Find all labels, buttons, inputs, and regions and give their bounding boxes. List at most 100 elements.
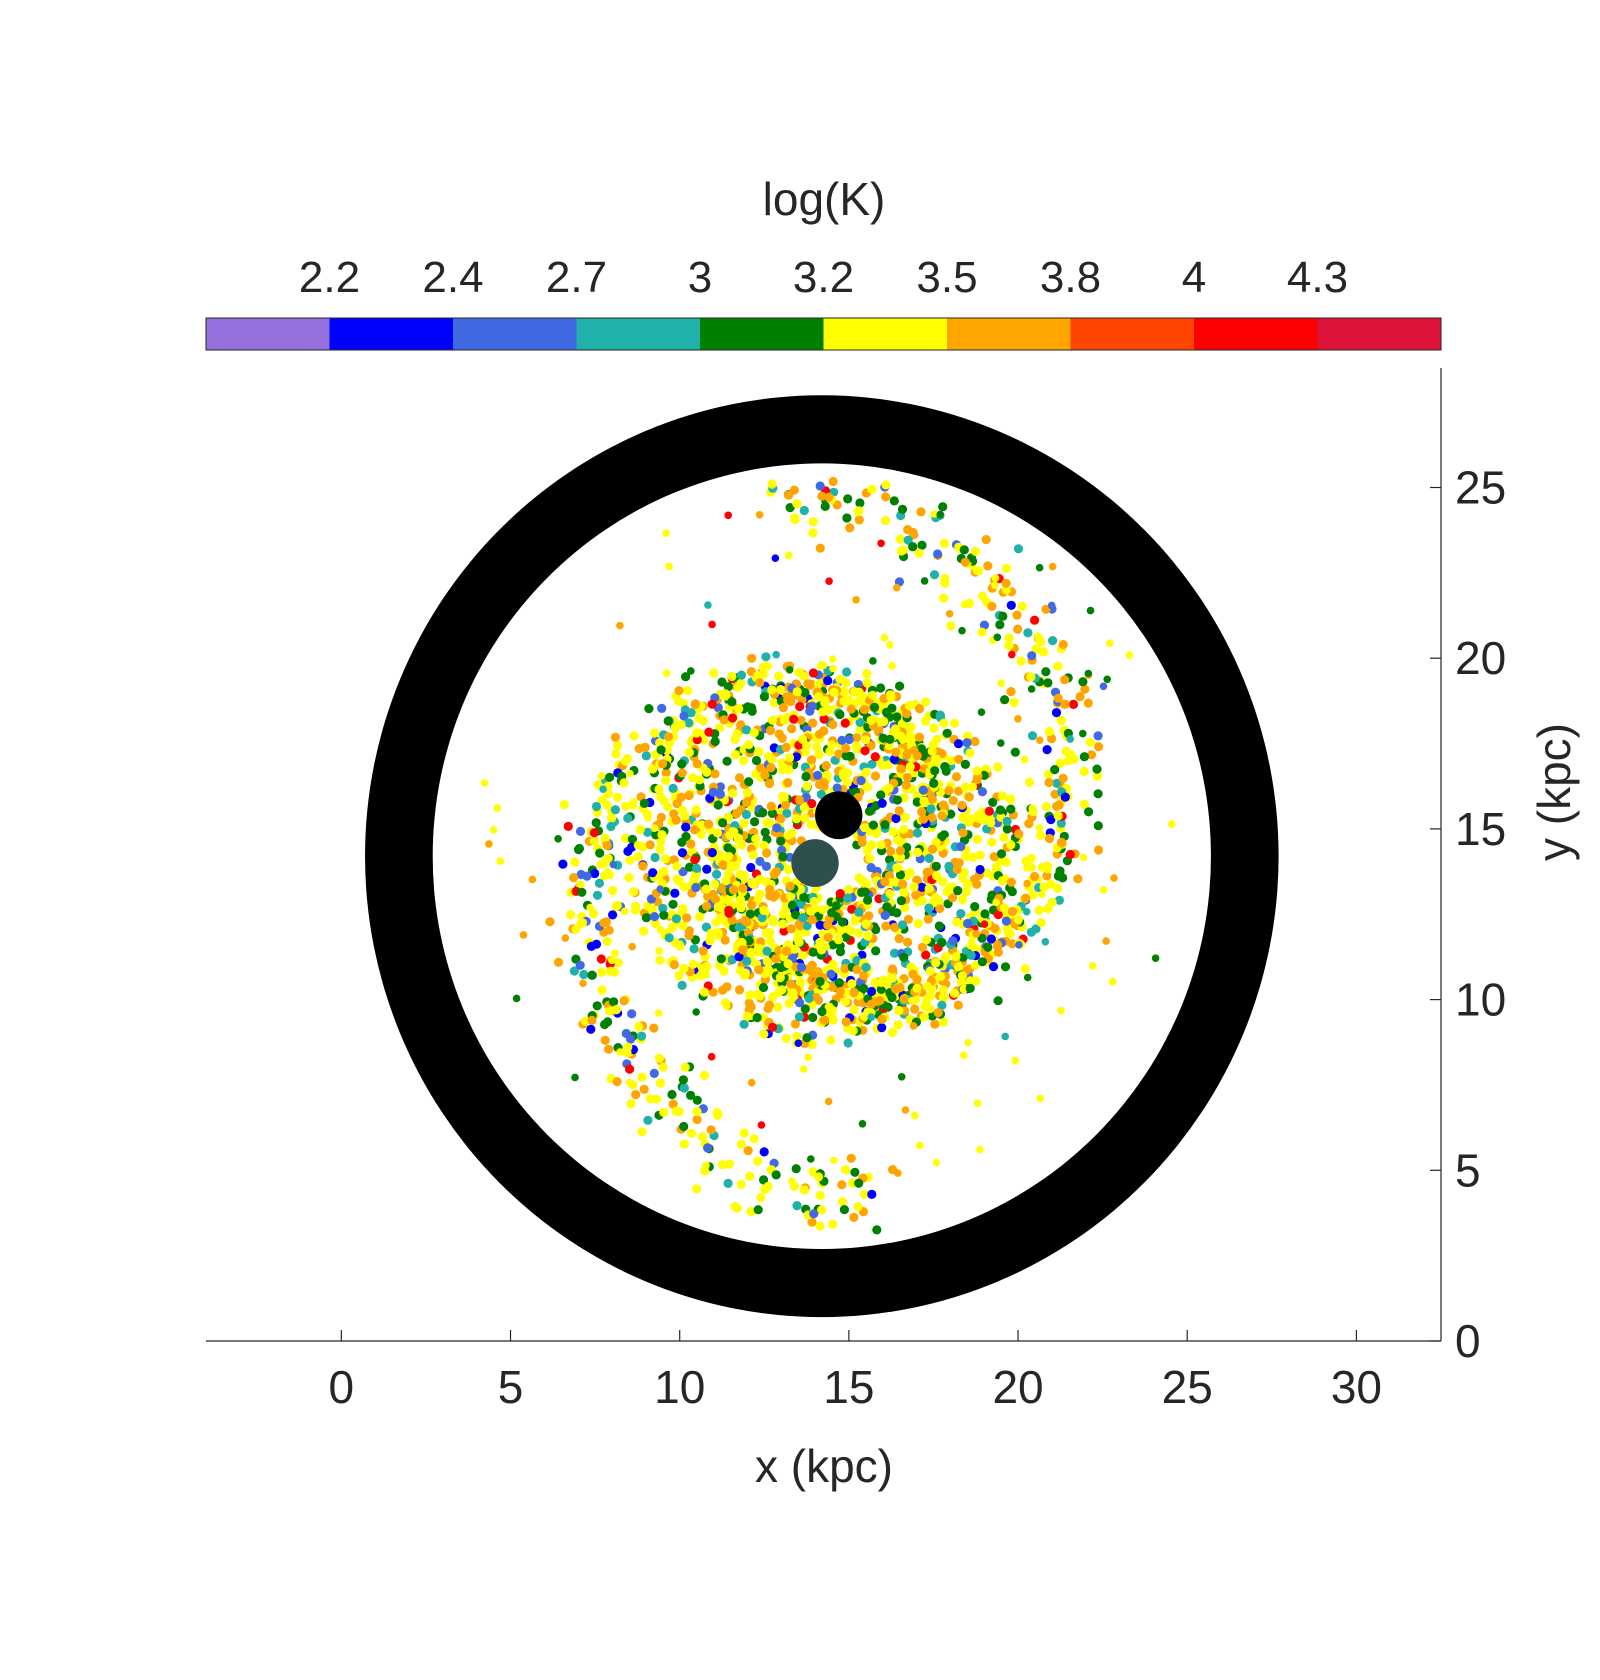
scatter-point: [611, 749, 621, 759]
scatter-point: [609, 860, 618, 869]
scatter-point: [757, 913, 767, 923]
scatter-point: [903, 525, 913, 535]
scatter-point: [595, 848, 605, 858]
scatter-point: [1084, 669, 1093, 678]
scatter-point: [619, 996, 629, 1006]
scatter-point: [625, 855, 635, 865]
scatter-point: [922, 1002, 932, 1012]
scatter-point: [854, 928, 864, 938]
scatter-point: [1017, 601, 1027, 612]
scatter-point: [596, 954, 606, 964]
scatter-point: [655, 844, 665, 855]
scatter-point: [975, 850, 985, 860]
scatter-point: [1014, 715, 1022, 723]
scatter-point: [833, 935, 844, 945]
y-tick-label: 20: [1455, 632, 1506, 684]
scatter-point: [1014, 829, 1024, 839]
scatter-point: [851, 741, 861, 751]
scatter-point: [964, 1038, 972, 1047]
scatter-point: [826, 1035, 836, 1045]
scatter-point: [953, 786, 964, 796]
scatter-point: [689, 875, 699, 885]
scatter-point: [886, 641, 894, 649]
scatter-point: [1001, 916, 1012, 926]
x-axis-label: x (kpc): [755, 1440, 893, 1492]
scatter-point: [846, 926, 856, 936]
scatter-point: [611, 949, 619, 958]
scatter-point: [732, 809, 742, 819]
scatter-point: [993, 909, 1003, 920]
scatter-point: [858, 1120, 867, 1128]
scatter-point: [937, 1000, 947, 1010]
scatter-point: [1028, 804, 1036, 812]
scatter-point: [759, 1147, 769, 1157]
scatter-point: [692, 1008, 700, 1016]
scatter-point: [914, 732, 925, 742]
scatter-point: [753, 671, 763, 681]
scatter-point: [691, 805, 701, 815]
scatter-point: [795, 701, 805, 712]
scatter-point: [755, 511, 764, 519]
scatter-point: [865, 853, 875, 864]
scatter-point: [597, 967, 607, 977]
scatter-point: [848, 1026, 858, 1036]
scatter-point: [850, 1167, 860, 1177]
x-tick-label: 0: [329, 1361, 355, 1413]
scatter-point: [659, 866, 669, 877]
scatter-point: [720, 935, 730, 945]
scatter-point: [1048, 562, 1057, 571]
scatter-point: [1006, 877, 1017, 887]
scatter-point: [493, 804, 502, 812]
scatter-point: [853, 1202, 863, 1212]
scatter-point: [927, 813, 937, 823]
scatter-point: [753, 1156, 763, 1166]
scatter-point: [828, 655, 837, 663]
scatter-point: [715, 789, 726, 799]
scatter-point: [1023, 973, 1032, 982]
scatter-point: [600, 833, 610, 844]
scatter-point: [692, 863, 702, 873]
scatter-point: [784, 551, 793, 560]
scatter-point: [841, 696, 851, 706]
scatter-point: [722, 756, 732, 766]
scatter-point: [637, 1072, 647, 1082]
scatter-point: [975, 864, 985, 875]
scatter-point: [1007, 939, 1018, 949]
scatter-point: [1099, 886, 1108, 894]
scatter-point: [814, 750, 824, 760]
scatter-point: [799, 803, 810, 813]
scatter-point: [1001, 563, 1012, 573]
scatter-point: [623, 813, 633, 823]
scatter-point: [894, 806, 904, 816]
colorbar-segment: [453, 318, 577, 350]
colorbar-segment: [576, 318, 701, 350]
scatter-point: [952, 917, 962, 927]
scatter-point: [854, 907, 864, 917]
scatter-point: [977, 787, 988, 797]
scatter-point: [1029, 871, 1040, 882]
scatter-point: [786, 891, 796, 901]
scatter-point: [591, 801, 602, 812]
scatter-point: [586, 903, 594, 912]
scatter-point: [899, 824, 909, 835]
scatter-point: [891, 747, 901, 757]
scatter-point: [792, 687, 802, 697]
scatter-point: [849, 1212, 859, 1222]
scatter-point: [880, 515, 891, 526]
scatter-point: [745, 990, 755, 1000]
scatter-point: [875, 995, 885, 1006]
scatter-point: [553, 957, 564, 967]
scatter-point: [807, 1039, 817, 1050]
scatter-point: [857, 837, 867, 848]
scatter-point: [862, 678, 872, 688]
scatter-point: [587, 1015, 597, 1025]
scatter-point: [627, 834, 638, 844]
scatter-point: [579, 969, 589, 980]
scatter-point: [909, 1022, 918, 1030]
scatter-point: [993, 996, 1003, 1006]
scatter-point: [939, 718, 949, 728]
scatter-point: [1047, 897, 1057, 907]
scatter-point: [703, 819, 714, 829]
scatter-point: [677, 805, 688, 815]
scatter-point: [912, 797, 922, 807]
